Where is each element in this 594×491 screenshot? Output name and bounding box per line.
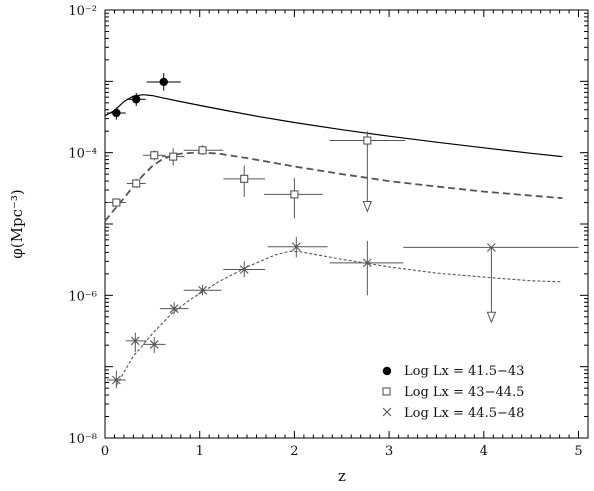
data-point xyxy=(106,198,126,207)
data-point xyxy=(146,73,181,91)
legend-label-2: Log Lx = 43−44.5 xyxy=(404,385,524,400)
marker-filled-circle xyxy=(112,108,121,118)
data-point xyxy=(161,148,185,166)
data-point xyxy=(126,178,146,188)
data-point xyxy=(126,92,146,107)
y-tick-label: 10⁻⁴ xyxy=(68,147,97,162)
y-tick-label: 10⁻⁶ xyxy=(68,289,97,304)
marker-open-square xyxy=(132,179,141,188)
x-tick-label: 1 xyxy=(196,444,204,459)
upper-limit-arrow xyxy=(486,311,497,324)
legend-marker-open-square xyxy=(382,387,391,396)
model-curve-1 xyxy=(104,94,563,158)
model-curve-3 xyxy=(115,250,563,386)
data-point xyxy=(223,261,266,278)
data-point xyxy=(159,302,189,315)
marker-cross xyxy=(362,258,372,268)
data-point xyxy=(329,131,406,213)
data-point xyxy=(329,240,404,296)
x-axis-label: z xyxy=(338,467,346,485)
axis-ticks: 0 1 2 3 4 5 10⁻² 10⁻⁴ 10⁻⁶ 10⁻⁸ xyxy=(68,4,589,459)
legend-label-3: Log Lx = 44.5−48 xyxy=(404,406,524,421)
data-point xyxy=(267,236,328,258)
marker-cross xyxy=(149,340,159,349)
marker-open-square xyxy=(363,136,372,145)
marker-cross xyxy=(111,375,121,385)
marker-open-square xyxy=(169,152,178,161)
data-point xyxy=(106,107,126,120)
legend-marker-cross xyxy=(382,407,392,417)
marker-cross xyxy=(198,285,207,295)
marker-open-square xyxy=(112,198,121,207)
marker-open-square xyxy=(290,190,299,199)
x-tick-label: 4 xyxy=(480,444,488,459)
marker-cross xyxy=(169,304,179,314)
x-tick-label: 5 xyxy=(574,444,582,459)
y-tick-label: 10⁻⁸ xyxy=(68,432,97,447)
marker-filled-circle xyxy=(132,95,141,104)
data-point xyxy=(403,243,579,324)
y-axis-label: φ(Mpc⁻³) xyxy=(8,189,26,259)
data-point xyxy=(125,332,147,353)
data-point xyxy=(183,145,224,155)
marker-cross xyxy=(130,336,140,346)
data-point xyxy=(223,165,266,197)
legend-marker-filled-circle xyxy=(382,366,392,376)
x-tick-label: 3 xyxy=(385,444,393,459)
x-tick-label: 2 xyxy=(290,444,298,459)
marker-cross xyxy=(487,243,496,252)
marker-open-square xyxy=(198,146,207,155)
data-point xyxy=(264,178,323,219)
legend-label-1: Log Lx = 41.5−43 xyxy=(404,364,524,379)
data-point xyxy=(183,284,222,296)
marker-cross xyxy=(239,265,249,274)
y-tick-label: 10⁻² xyxy=(68,4,97,19)
data-point xyxy=(106,370,126,389)
marker-open-square xyxy=(240,174,249,183)
marker-filled-circle xyxy=(159,77,168,87)
x-tick-label: 0 xyxy=(101,444,109,459)
marker-open-square xyxy=(150,151,159,160)
upper-limit-arrow xyxy=(362,200,373,213)
data-points xyxy=(106,73,579,389)
data-point xyxy=(142,337,166,354)
legend: Log Lx = 41.5−43 Log Lx = 43−44.5 Log Lx… xyxy=(382,364,524,421)
data-point xyxy=(142,150,166,161)
model-curves xyxy=(104,94,563,386)
marker-cross xyxy=(291,242,301,252)
